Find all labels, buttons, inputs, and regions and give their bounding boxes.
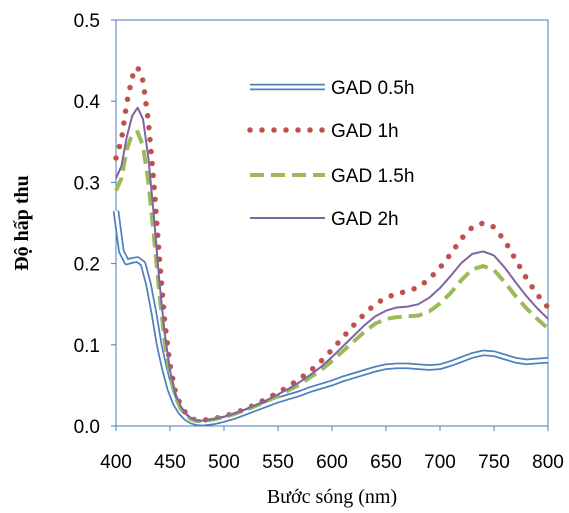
x-tick-label: 750 xyxy=(478,452,510,473)
x-axis-title: Bước sóng (nm) xyxy=(267,486,397,508)
plot-area xyxy=(115,19,549,427)
y-axis-ticks: 0.0 0.1 0.2 0.3 0.4 0.5 xyxy=(74,11,116,438)
x-axis-ticks: 400 450 500 550 600 650 700 750 800 xyxy=(100,426,564,473)
x-tick-label: 400 xyxy=(100,452,132,473)
y-axis-title: Độ hấp thu xyxy=(11,175,33,271)
x-tick-label: 800 xyxy=(532,452,564,473)
legend-label-gad-1-5h: GAD 1.5h xyxy=(331,166,414,187)
legend-label-gad-2h: GAD 2h xyxy=(331,209,399,230)
series-line-gad-0-5h-inner xyxy=(114,210,549,425)
series-line-gad-1-5h xyxy=(114,129,550,424)
x-tick-label: 600 xyxy=(316,452,348,473)
y-tick-label: 0.5 xyxy=(74,11,100,32)
x-tick-label: 450 xyxy=(154,452,186,473)
x-tick-label: 500 xyxy=(208,452,240,473)
x-tick-label: 700 xyxy=(424,452,456,473)
series-line-gad-2h xyxy=(115,106,549,422)
y-tick-label: 0.4 xyxy=(74,92,101,113)
x-tick-label: 650 xyxy=(370,452,402,473)
x-tick-label: 550 xyxy=(262,452,294,473)
y-tick-label: 0.0 xyxy=(74,417,100,438)
y-tick-label: 0.2 xyxy=(74,255,100,276)
series-line-gad-1h xyxy=(113,60,551,424)
legend-label-gad-1h: GAD 1h xyxy=(331,121,399,142)
y-tick-label: 0.3 xyxy=(74,173,100,194)
y-tick-label: 0.1 xyxy=(74,336,100,357)
legend-label-gad-0-5h: GAD 0.5h xyxy=(331,78,414,99)
data-series-group xyxy=(112,60,551,427)
legend: GAD 0.5h GAD 1h GAD 1.5h GAD 2h xyxy=(247,78,414,230)
